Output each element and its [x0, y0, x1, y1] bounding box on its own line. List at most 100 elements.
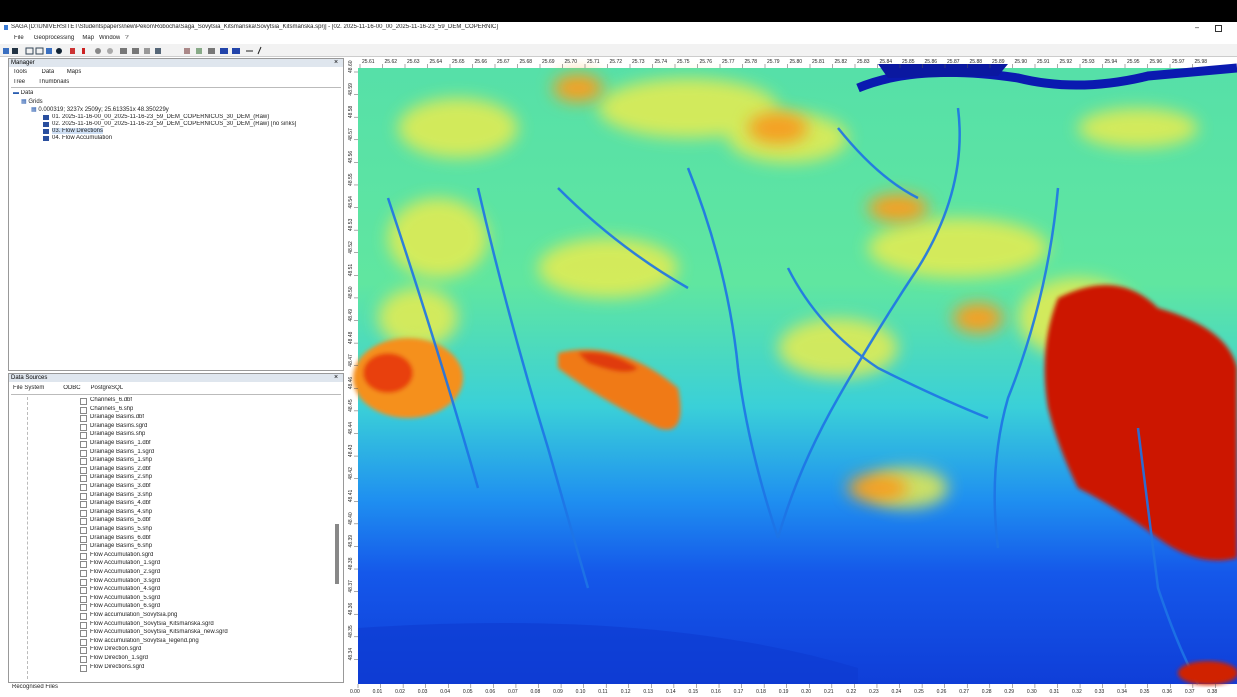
- file-item[interactable]: Drainage Basins_4.shp: [90, 508, 153, 515]
- file-item[interactable]: Drainage Basins_3.dbf: [90, 483, 151, 489]
- file-icon: [80, 578, 87, 586]
- ruler-label: 48.60: [348, 60, 354, 73]
- close-button[interactable]: ×: [334, 374, 339, 381]
- file-item[interactable]: Flow Accumulation_2.sgrd: [90, 569, 161, 575]
- file-icon: [80, 406, 87, 414]
- ruler-label: 25.68: [520, 59, 533, 65]
- file-item[interactable]: Drainage Basins_1.shp: [90, 457, 153, 464]
- file-item[interactable]: Flow Accumulation_4.sgrd: [90, 586, 161, 593]
- menu-item[interactable]: ?: [125, 35, 129, 41]
- data-sources-pane: Data Sources File System ODBC PostgreSQL C…: [8, 373, 344, 683]
- tab[interactable]: Data: [41, 69, 55, 75]
- file-item[interactable]: Drainage Basins_1.sgrd: [90, 448, 155, 455]
- file-icon: [80, 613, 87, 620]
- file-item[interactable]: Flow Accumulation_1.sgrd: [90, 560, 161, 567]
- ruler-label: 0.20: [801, 689, 811, 695]
- file-item[interactable]: Drainage Basins.dbf: [90, 414, 145, 421]
- file-item[interactable]: Drainage Basins.sgrd: [90, 422, 148, 429]
- file-icon: [80, 492, 87, 500]
- ruler-label: 0.22: [846, 689, 856, 695]
- ruler-label: 0.01: [373, 689, 383, 695]
- tab[interactable]: File System: [13, 385, 45, 391]
- file-icon: [80, 441, 87, 448]
- tree-root[interactable]: ▬ Data: [13, 90, 34, 96]
- ruler-label: 48.49: [348, 309, 354, 322]
- footer-tab[interactable]: Recognised Files: [12, 684, 59, 690]
- file-item[interactable]: Channels_6.shp: [90, 405, 134, 412]
- tab[interactable]: Tools: [13, 69, 28, 75]
- file-item[interactable]: Flow Accumulation_6.sgrd: [90, 603, 161, 610]
- tree-system[interactable]: ▦ 0.000319; 3237x 2509y; 25.613351x 48.3…: [31, 107, 169, 113]
- tab[interactable]: Thumbnails: [38, 79, 70, 85]
- minimize-button[interactable]: –: [1195, 23, 1200, 32]
- scrollbar-thumb[interactable]: [335, 524, 339, 584]
- ruler-label: 48.50: [348, 286, 354, 299]
- tree-item[interactable]: 04. Flow Accumulation: [52, 135, 113, 141]
- file-item[interactable]: Flow Accumulation_Sovytsia_Kitsmanska.sg…: [90, 620, 214, 627]
- menu-item[interactable]: Window: [99, 35, 121, 41]
- ruler-label: 0.00: [350, 689, 360, 695]
- tab[interactable]: ODBC: [63, 385, 81, 391]
- ruler-label: 25.69: [542, 59, 555, 65]
- file-item[interactable]: Flow Direction.sgrd: [90, 646, 142, 653]
- close-button[interactable]: ×: [334, 59, 339, 66]
- pane-header: Manager: [9, 59, 343, 67]
- maximize-button[interactable]: [1215, 25, 1222, 32]
- tree-item-icon: [43, 129, 49, 134]
- menu-item[interactable]: Geoprocessing: [33, 35, 75, 41]
- file-item[interactable]: Flow accumulation_Sovytsia.png: [90, 612, 178, 618]
- file-item[interactable]: Flow accumulation_Sovytsia_legend.png: [90, 637, 199, 644]
- ruler-label: 0.06: [485, 689, 495, 695]
- file-icon: [80, 518, 87, 526]
- ruler-label: 0.10: [576, 689, 586, 695]
- ruler-label: 0.32: [1072, 689, 1082, 695]
- file-item[interactable]: Drainage Basins_6.dbf: [90, 534, 151, 541]
- ruler-label: 0.33: [1095, 689, 1105, 695]
- menu-item[interactable]: File: [14, 35, 24, 41]
- file-icon: [80, 423, 87, 431]
- ruler-label: 0.03: [418, 689, 428, 695]
- file-item[interactable]: Flow Accumulation_Sovytsia_Kitsmanska_ne…: [90, 629, 228, 636]
- tree-item[interactable]: 03. Flow Directions: [52, 128, 104, 134]
- ruler-label: 48.42: [348, 467, 354, 480]
- file-item[interactable]: Flow Directions.sgrd: [90, 663, 145, 670]
- ruler-label: 25.73: [632, 59, 645, 65]
- file-item[interactable]: Drainage Basins_1.dbf: [90, 440, 151, 446]
- menu-item[interactable]: Map: [82, 35, 95, 41]
- ruler-label: 0.26: [937, 689, 947, 695]
- file-item[interactable]: Drainage Basins_2.dbf: [90, 465, 151, 472]
- file-item[interactable]: Flow Accumulation.sgrd: [90, 551, 154, 558]
- tree-group[interactable]: ▦ Grids: [21, 99, 43, 105]
- file-item[interactable]: Drainage Basins_3.shp: [90, 491, 153, 498]
- ruler-label: 0.19: [779, 689, 789, 695]
- ruler-label: 25.94: [1105, 59, 1118, 65]
- file-item[interactable]: Channels_6.dbf: [90, 397, 133, 403]
- file-item[interactable]: Drainage Basins_6.shp: [90, 543, 153, 550]
- ruler-label: 25.89: [992, 59, 1005, 65]
- file-item[interactable]: Flow Accumulation_5.sgrd: [90, 594, 161, 601]
- ruler-label: 25.80: [790, 59, 803, 65]
- tree-item-icon: [43, 122, 49, 127]
- ruler-label: 25.61: [362, 59, 375, 65]
- ruler-label: 0.08: [531, 689, 541, 695]
- tab[interactable]: Maps: [66, 69, 82, 75]
- file-item[interactable]: Drainage Basins_5.dbf: [90, 517, 151, 524]
- tree-items: 01. 2025-11-16-00_00_2025-11-16-23_59_DE…: [43, 114, 343, 154]
- tab[interactable]: PostgreSQL: [90, 385, 124, 391]
- file-icon: [80, 587, 87, 595]
- ruler-label: 25.88: [970, 59, 983, 65]
- file-item[interactable]: Drainage Basins_5.shp: [90, 526, 153, 532]
- tree-item[interactable]: 02. 2025-11-16-00_00_2025-11-16-23_59_DE…: [52, 121, 297, 127]
- file-item[interactable]: Flow Accumulation_3.sgrd: [90, 577, 161, 584]
- ruler-label: 25.71: [587, 59, 600, 65]
- file-item[interactable]: Flow Direction_1.sgrd: [90, 655, 149, 661]
- tree-item[interactable]: 01. 2025-11-16-00_00_2025-11-16-23_59_DE…: [52, 114, 270, 120]
- tab[interactable]: Tree: [13, 79, 26, 85]
- ruler-label: 0.36: [1162, 689, 1172, 695]
- ruler-label: 0.02: [395, 689, 405, 695]
- file-item[interactable]: Drainage Basins_2.shp: [90, 474, 153, 481]
- file-item[interactable]: Drainage Basins_4.dbf: [90, 500, 151, 507]
- ruler-label: 25.62: [385, 59, 398, 65]
- file-item[interactable]: Drainage Basins.shp: [90, 431, 146, 438]
